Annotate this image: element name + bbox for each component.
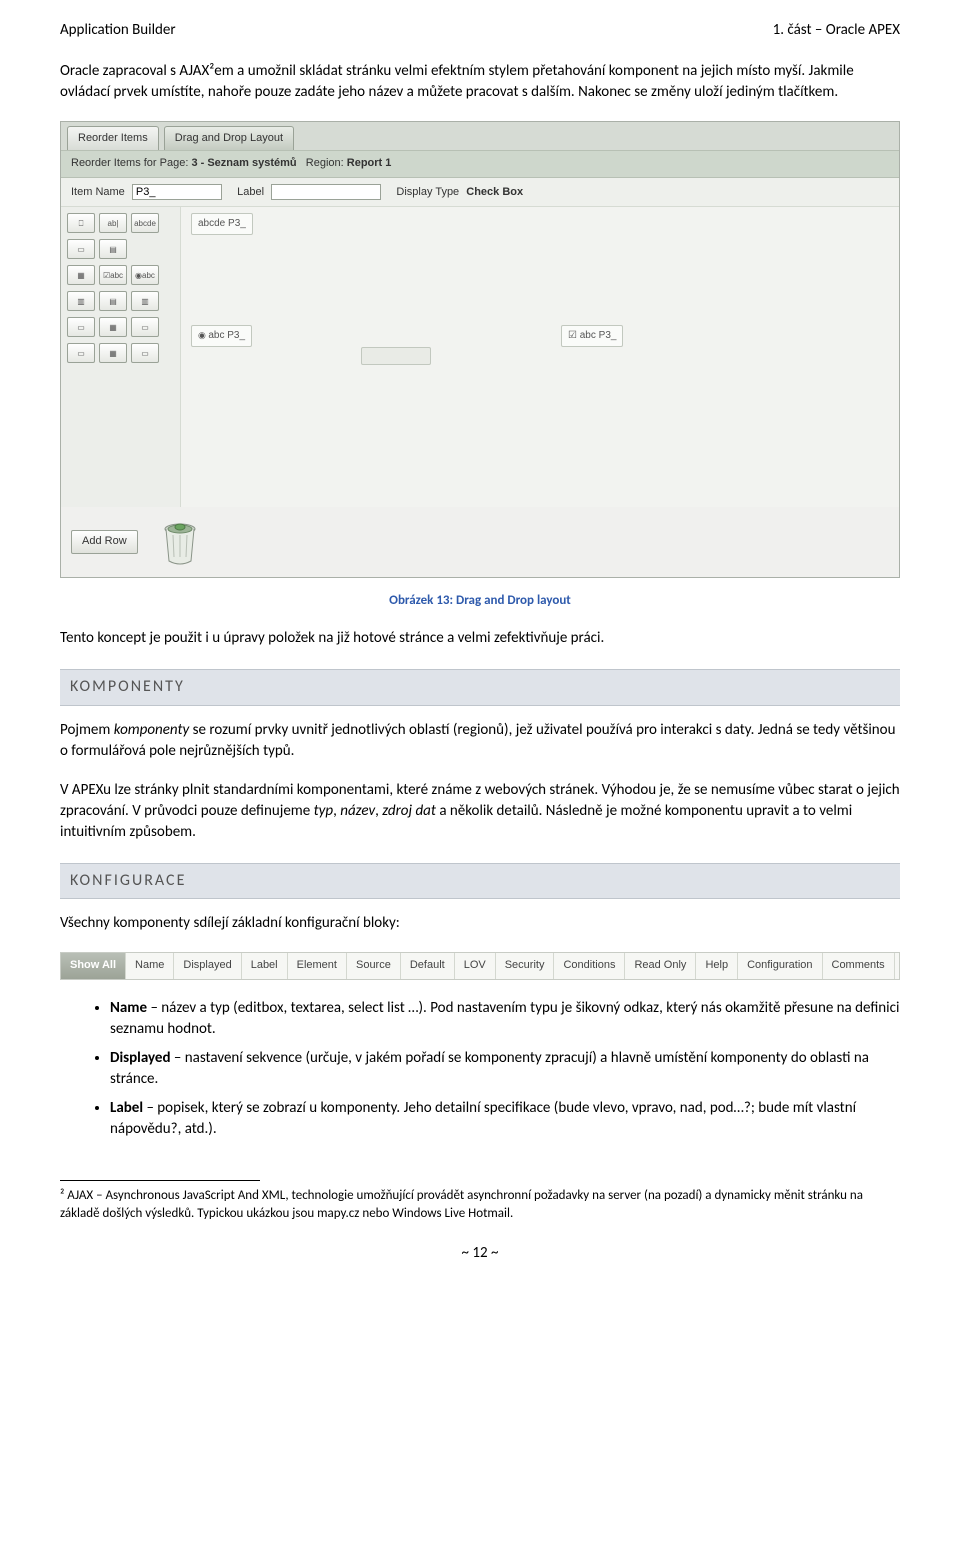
header-left: Application Builder — [60, 20, 176, 41]
itemname-label: Item Name — [71, 186, 125, 198]
palette-item[interactable]: abcde — [131, 213, 159, 233]
palette-item[interactable]: ▦ — [99, 343, 127, 363]
palette-item[interactable]: ▭ — [131, 343, 159, 363]
list-item: Displayed – nastavení sekvence (určuje, … — [110, 1048, 900, 1090]
palette-item[interactable]: ab| — [99, 213, 127, 233]
palette-item[interactable]: ▦ — [99, 317, 127, 337]
itemname-input[interactable] — [132, 184, 222, 200]
cfg-tab-name[interactable]: Name — [126, 953, 174, 978]
palette-item[interactable]: ▤ — [99, 291, 127, 311]
cfg-tab-comments[interactable]: Comments — [823, 953, 895, 978]
cfg-tab-conditions[interactable]: Conditions — [554, 953, 625, 978]
cfg-tab-displayed[interactable]: Displayed — [174, 953, 241, 978]
placed-item[interactable]: abcde P3_ — [191, 213, 253, 235]
bullet-text: – název a typ (editbox, textarea, select… — [110, 999, 899, 1038]
text: Pojmem — [60, 721, 114, 739]
footnote-rule — [60, 1180, 260, 1181]
displaytype-label: Display Type — [396, 186, 459, 198]
palette-item[interactable]: ▤ — [99, 239, 127, 259]
cfg-tab-readonly[interactable]: Read Only — [625, 953, 696, 978]
list-item: Label – popisek, který se zobrazí u komp… — [110, 1098, 900, 1140]
bullet-term: Displayed — [110, 1049, 171, 1067]
palette-item[interactable]: ◉abc — [131, 265, 159, 285]
palette-item[interactable]: ▥ — [131, 291, 159, 311]
paragraph-2: Tento koncept je použit i u úpravy polož… — [60, 628, 900, 649]
subbar-page-value: 3 - Seznam systémů — [191, 157, 296, 169]
placed-radio[interactable]: abc P3_ — [191, 325, 252, 347]
section-komponenty: KOMPONENTY — [60, 669, 900, 705]
subbar-label-region: Region: — [306, 157, 344, 169]
bullet-text: – nastavení sekvence (určuje, v jakém po… — [110, 1049, 869, 1088]
footnote: ² AJAX – Asynchronous JavaScript And XML… — [60, 1187, 900, 1223]
cfg-tab-source[interactable]: Source — [347, 953, 401, 978]
label-input[interactable] — [271, 184, 381, 200]
palette-item[interactable]: ▥ — [67, 291, 95, 311]
subbar-region-value: Report 1 — [347, 157, 392, 169]
component-palette: ⎕ ab| abcde ▭ ▤ ▦ ☑abc ◉abc ▥ ▤ ▥ ▭ ▦ ▭ — [61, 207, 181, 507]
subbar: Reorder Items for Page: 3 - Seznam systé… — [61, 150, 899, 177]
cfg-tab-configuration[interactable]: Configuration — [738, 953, 822, 978]
palette-item[interactable]: ☑abc — [99, 265, 127, 285]
bullet-text: – popisek, který se zobrazí u komponenty… — [110, 1099, 856, 1138]
document-header: Application Builder 1. část – Oracle APE… — [60, 20, 900, 41]
dnd-area: ⎕ ab| abcde ▭ ▤ ▦ ☑abc ◉abc ▥ ▤ ▥ ▭ ▦ ▭ — [61, 207, 899, 507]
section-konfigurace: KONFIGURACE — [60, 863, 900, 899]
list-item: Name – název a typ (editbox, textarea, s… — [110, 998, 900, 1040]
cfg-tab-help[interactable]: Help — [696, 953, 738, 978]
add-row-button[interactable]: Add Row — [71, 530, 138, 553]
palette-item[interactable]: ▭ — [67, 343, 95, 363]
cfg-tab-default[interactable]: Default — [401, 953, 455, 978]
tabs-row: Reorder Items Drag and Drop Layout — [61, 122, 899, 150]
drop-slot[interactable] — [361, 347, 431, 365]
palette-item[interactable]: ▭ — [67, 239, 95, 259]
tab-drag-drop-layout[interactable]: Drag and Drop Layout — [164, 126, 294, 150]
subbar-label-page: Reorder Items for Page: — [71, 157, 188, 169]
paragraph-5: Všechny komponenty sdílejí základní konf… — [60, 913, 900, 934]
palette-item[interactable]: ⎕ — [67, 213, 95, 233]
bullet-term: Name — [110, 999, 147, 1017]
bullet-term: Label — [110, 1099, 143, 1117]
palette-item[interactable]: ▭ — [67, 317, 95, 337]
apex-drag-drop-panel: Reorder Items Drag and Drop Layout Reord… — [60, 121, 900, 578]
cfg-tab-security[interactable]: Security — [496, 953, 555, 978]
page-number: ~ 12 ~ — [60, 1243, 900, 1264]
paragraph-3: Pojmem komponenty se rozumí prvky uvnitř… — [60, 720, 900, 762]
form-row: Item Name Label Display Type Check Box — [61, 178, 899, 207]
label-label: Label — [237, 186, 264, 198]
bottom-controls: Add Row — [61, 507, 899, 577]
bullet-list: Name – název a typ (editbox, textarea, s… — [110, 998, 900, 1140]
tab-reorder-items[interactable]: Reorder Items — [67, 126, 159, 150]
emphasis: komponenty — [114, 721, 189, 739]
trash-icon[interactable] — [158, 517, 202, 567]
cfg-tab-lov[interactable]: LOV — [455, 953, 496, 978]
emphasis: název — [340, 802, 375, 820]
palette-item[interactable]: ▭ — [131, 317, 159, 337]
config-tabs: Show All Name Displayed Label Element So… — [60, 952, 900, 979]
cfg-tab-element[interactable]: Element — [288, 953, 347, 978]
palette-item[interactable]: ▦ — [67, 265, 95, 285]
canvas[interactable]: abcde P3_ abc P3_ abc P3_ — [181, 207, 899, 507]
paragraph-1: Oracle zapracoval s AJAX²em a umožnil sk… — [60, 61, 900, 103]
header-right: 1. část – Oracle APEX — [773, 20, 900, 41]
cfg-tab-label[interactable]: Label — [242, 953, 288, 978]
emphasis: typ — [314, 802, 333, 820]
paragraph-4: V APEXu lze stránky plnit standardními k… — [60, 780, 900, 843]
displaytype-value: Check Box — [466, 186, 523, 198]
placed-checkbox[interactable]: abc P3_ — [561, 325, 623, 347]
cfg-tab-show-all[interactable]: Show All — [61, 953, 126, 978]
emphasis: zdroj dat — [382, 802, 436, 820]
figure-caption: Obrázek 13: Drag and Drop layout — [60, 592, 900, 610]
